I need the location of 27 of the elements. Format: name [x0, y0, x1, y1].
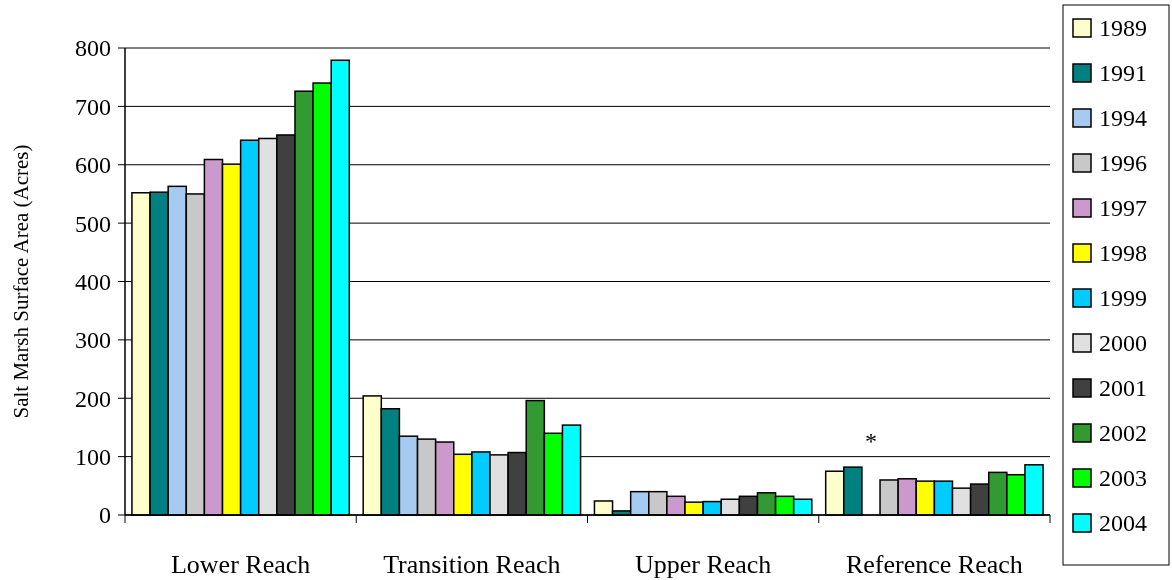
y-tick-label: 300 — [75, 327, 111, 354]
x-tick-label: Transition Reach — [383, 550, 561, 579]
y-tick-label: 100 — [75, 444, 111, 471]
legend-label: 1994 — [1099, 105, 1147, 132]
x-tick-label: Upper Reach — [634, 550, 772, 579]
y-tick-label: 0 — [99, 502, 111, 529]
legend-label: 1991 — [1099, 60, 1147, 87]
legend-label: 2002 — [1099, 420, 1147, 447]
y-tick-label: 200 — [75, 385, 111, 412]
x-tick-label: Reference Reach — [845, 550, 1023, 579]
legend-label: 1998 — [1099, 240, 1147, 267]
legend-label: 2003 — [1099, 465, 1147, 492]
y-tick-label: 500 — [75, 210, 111, 237]
legend-label: 2001 — [1099, 375, 1147, 402]
legend-label: 1999 — [1099, 285, 1147, 312]
legend-label: 1989 — [1099, 15, 1147, 42]
annotation: * — [864, 427, 877, 454]
legend-label: 1997 — [1099, 195, 1147, 222]
y-tick-label: 700 — [75, 93, 111, 120]
y-tick-label: 400 — [75, 268, 111, 295]
y-tick-label: 600 — [75, 152, 111, 179]
y-tick-label: 800 — [75, 35, 111, 62]
y-axis-title: Salt Marsh Surface Area (Acres) — [9, 144, 33, 419]
legend-label: 1996 — [1099, 150, 1147, 177]
legend-label: 2000 — [1099, 330, 1147, 357]
legend-label: 2004 — [1099, 510, 1147, 537]
x-tick-label: Lower Reach — [170, 550, 311, 579]
